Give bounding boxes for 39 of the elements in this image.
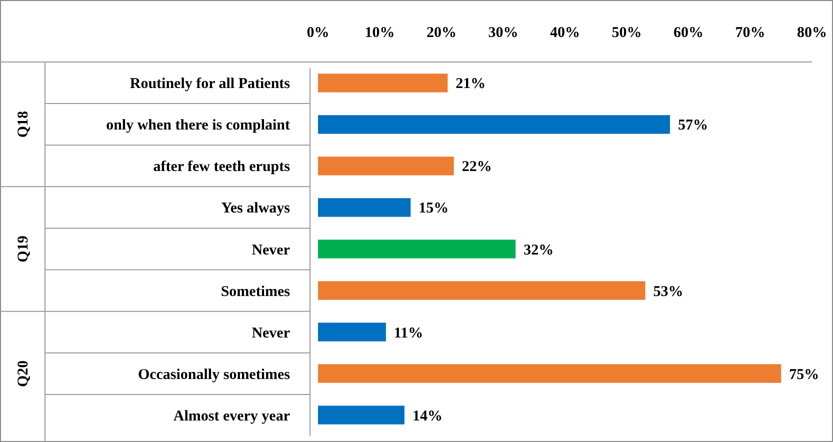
data-label: 22% xyxy=(462,159,492,176)
y-tick-label: Never xyxy=(252,242,290,258)
y-tick-label: Routinely for all Patients xyxy=(130,76,290,92)
x-tick-label: 70% xyxy=(735,25,766,41)
x-tick-label: 20% xyxy=(426,25,456,41)
data-label: 57% xyxy=(678,118,708,134)
x-tick-label: 50% xyxy=(612,25,642,41)
text: Q19 xyxy=(16,236,32,262)
bar xyxy=(318,322,386,342)
bar xyxy=(318,115,670,134)
x-tick-label: 30% xyxy=(488,25,518,41)
bar xyxy=(318,240,516,258)
y-tick-label: Never xyxy=(252,325,290,342)
bar xyxy=(318,156,454,176)
x-tick-label: 10% xyxy=(364,25,395,41)
data-label: 11% xyxy=(394,325,424,342)
x-tick-label: 80% xyxy=(797,25,827,41)
bar xyxy=(318,74,448,92)
bar xyxy=(318,198,411,217)
bar xyxy=(318,364,782,383)
y-tick-label: after few teeth erupts xyxy=(153,159,290,176)
y-tick-label: Almost every year xyxy=(173,408,290,424)
bar xyxy=(318,281,646,300)
data-label: 14% xyxy=(412,408,442,424)
text: Q18 xyxy=(16,110,32,138)
data-label: 53% xyxy=(653,284,684,300)
data-label: 75% xyxy=(789,366,820,383)
data-label: 32% xyxy=(524,242,554,258)
data-label: 15% xyxy=(418,200,449,217)
y-tick-label: only when there is complaint xyxy=(106,118,290,134)
text: Q20 xyxy=(16,360,32,388)
data-label: 21% xyxy=(456,76,486,92)
x-tick-label: 60% xyxy=(674,25,704,41)
bar xyxy=(318,406,404,424)
y-tick-label: Occasionally sometimes xyxy=(138,366,290,383)
x-tick-label: 0% xyxy=(306,25,330,41)
x-tick-label: 40% xyxy=(550,25,580,41)
y-tick-label: Yes always xyxy=(221,200,290,217)
y-tick-label: Sometimes xyxy=(220,284,290,300)
